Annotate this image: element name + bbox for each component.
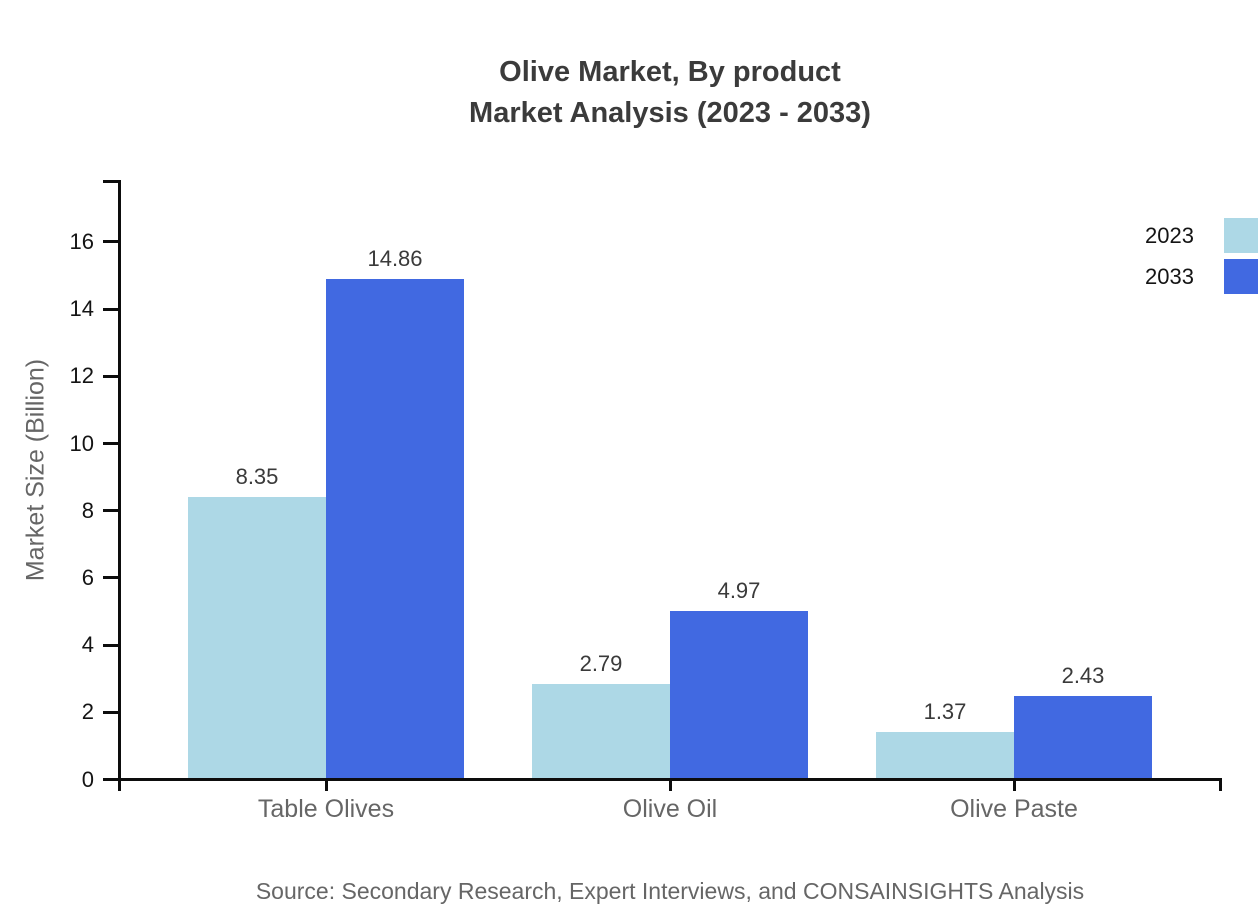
legend: 2023 2033 — [1145, 218, 1258, 300]
chart-title-line-2: Market Analysis (2023 - 2033) — [469, 97, 871, 129]
plot-area: 0 2 4 6 8 10 12 14 16 Table Olives 8.35 14.86 Olive … — [70, 180, 1222, 823]
y-axis-tick-label: 4 — [81, 632, 94, 658]
y-axis-tick-label: 2 — [81, 699, 94, 725]
y-axis-tick — [103, 240, 118, 244]
y-axis-tick-label: 6 — [81, 564, 94, 590]
y-axis-line — [118, 180, 121, 791]
x-axis-tick — [1012, 781, 1016, 791]
category-label-table-olives: Table Olives — [257, 795, 395, 823]
y-axis-tick-label: 16 — [69, 228, 94, 254]
x-axis-line — [118, 778, 1222, 781]
value-label-2023-olive-paste: 1.37 — [923, 698, 967, 724]
legend-item-2033: 2033 — [1145, 259, 1258, 294]
value-label-2023-table-olives: 8.35 — [235, 464, 279, 490]
legend-swatch-2033 — [1224, 259, 1258, 294]
source-text: Source: Secondary Research, Expert Inter… — [255, 878, 1085, 904]
x-axis-tick — [668, 781, 672, 791]
chart-title-line-1: Olive Market, By product — [499, 56, 841, 88]
legend-item-2023: 2023 — [1145, 218, 1258, 253]
y-axis-tick-label: 12 — [69, 363, 94, 389]
y-axis-top-tick — [103, 180, 118, 183]
y-axis-label: Market Size (Billion) — [21, 358, 50, 582]
y-axis-tick-label: 0 — [81, 766, 94, 792]
value-label-2033-olive-oil: 4.97 — [717, 578, 761, 604]
legend-label-2033: 2033 — [1145, 263, 1194, 289]
y-axis-tick-label: 10 — [69, 430, 94, 456]
legend-label-2023: 2023 — [1145, 222, 1194, 248]
bar-2033-table-olives — [326, 278, 464, 778]
bar-2023-olive-oil — [532, 684, 670, 778]
x-axis-tick — [324, 781, 328, 791]
category-label-olive-oil: Olive Oil — [622, 795, 718, 823]
y-axis-tick — [103, 307, 118, 311]
y-axis-tick-label: 8 — [81, 497, 94, 523]
y-axis-tick — [103, 710, 118, 714]
y-axis-tick — [103, 509, 118, 513]
chart-title: Olive Market, By product Market Analysis… — [118, 52, 1222, 134]
value-label-2033-table-olives: 14.86 — [367, 245, 423, 271]
y-axis-tick — [103, 778, 118, 781]
legend-swatch-2023 — [1224, 218, 1258, 253]
x-axis-end-tick — [1219, 781, 1222, 791]
bar-2033-olive-paste — [1014, 696, 1152, 778]
y-axis-tick — [103, 576, 118, 580]
bar-2023-olive-paste — [876, 731, 1014, 778]
bar-2023-table-olives — [188, 497, 326, 778]
y-axis-tick — [103, 442, 118, 446]
y-axis-tick-label: 14 — [69, 296, 94, 322]
y-axis-tick — [103, 374, 118, 378]
bar-2033-olive-oil — [670, 611, 808, 778]
category-label-olive-paste: Olive Paste — [950, 795, 1078, 823]
value-label-2023-olive-oil: 2.79 — [579, 651, 623, 677]
y-axis-tick — [103, 643, 118, 647]
value-label-2033-olive-paste: 2.43 — [1061, 663, 1105, 689]
